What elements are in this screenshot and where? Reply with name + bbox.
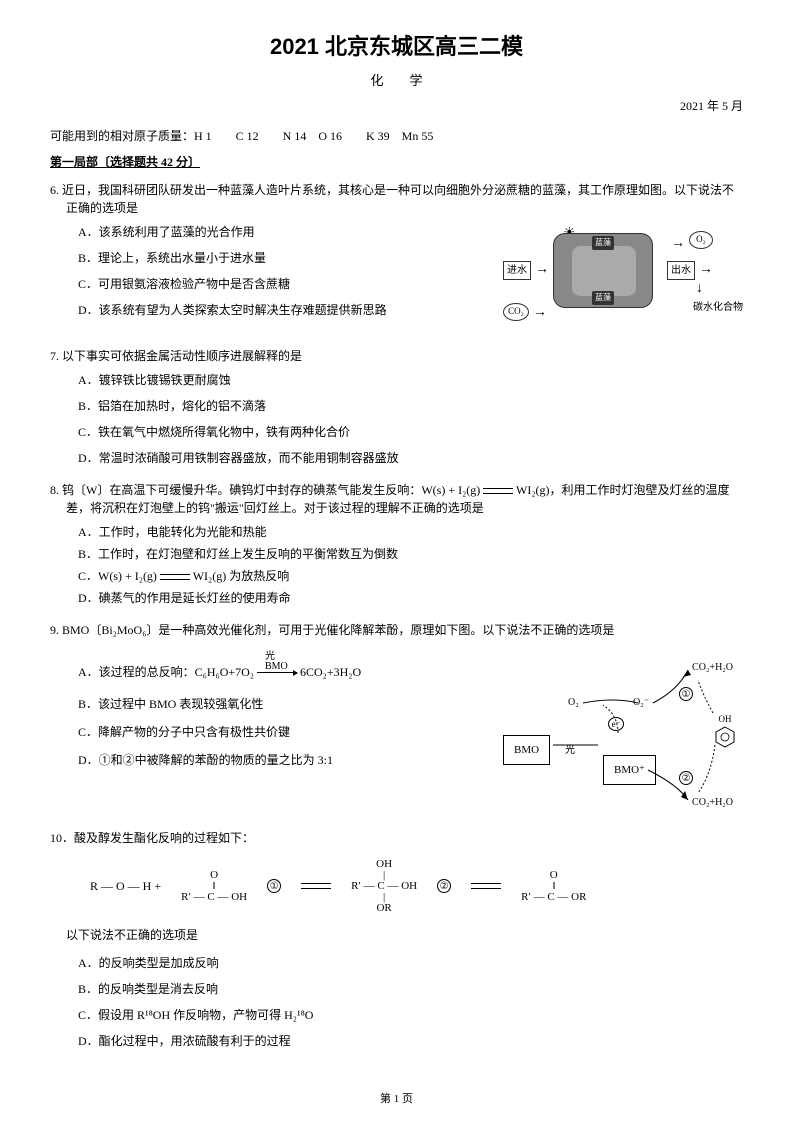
o2minus-label: O₂⁻: [633, 695, 649, 710]
q9-stem: 9. BMO〔Bi₂MoO₆〕是一种高效光催化剂，可用于光催化降解苯酚，原理如下…: [50, 621, 743, 639]
q6-stem: 6. 近日，我国科研团队研发出一种蓝藻人造叶片系统，其核心是一种可以向细胞外分泌…: [50, 181, 743, 217]
algae-label-bottom: 蓝藻: [592, 291, 614, 305]
q9-a-suffix: 6CO₂+3H₂O: [300, 665, 361, 679]
circle-1: ①: [679, 687, 693, 701]
struct-1: O ‖ R′ — C — OH: [181, 870, 247, 903]
equilib-icon: [301, 881, 331, 891]
equilib-icon: [471, 881, 501, 891]
o2-label: O₂: [568, 695, 579, 710]
q10-option-c: C．假设用 R¹⁸OH 作反响物，产物可得 H₂¹⁸O: [78, 1006, 743, 1024]
co2-bubble: CO₂: [503, 303, 529, 321]
subject: 化 学: [50, 71, 743, 91]
arrow-in: →: [535, 259, 549, 280]
exam-date: 2021 年 5 月: [50, 97, 743, 115]
q7-option-c: C．铁在氧气中燃烧所得氧化物中，铁有两种化合价: [78, 423, 743, 441]
circle-2: ②: [679, 771, 693, 785]
q6-diagram: ☀ 蓝藻 蓝藻 进水 → 出水 → O₂ CO₂ → 碳水化合物 ↓ →: [493, 223, 743, 333]
q6-option-c: C．可用银氨溶液检验产物中是否含蔗糖: [78, 275, 483, 293]
step-1: ①: [267, 879, 281, 893]
question-9: 9. BMO〔Bi₂MoO₆〕是一种高效光催化剂，可用于光催化降解苯酚，原理如下…: [50, 621, 743, 815]
question-10: 10．酸及醇发生酯化反响的过程如下： R — O — H + O ‖ R′ — …: [50, 829, 743, 1050]
q8-stem-prefix: 8. 钨〔W〕在高温下可缓慢升华。碘钨灯中封存的碘蒸气能发生反响：W(s) + …: [50, 483, 483, 497]
q7-option-b: B．铝箔在加热时，熔化的铝不滴落: [78, 397, 743, 415]
q10-diagram: R — O — H + O ‖ R′ — C — OH ① OH | R′ — …: [90, 859, 743, 914]
bmo-box: BMO: [503, 735, 550, 766]
q8-option-b: B．工作时，在灯泡壁和灯丝上发生反响的平衡常数互为倒数: [78, 545, 743, 563]
struct-2: OH | R′ — C — OH | OR: [351, 859, 417, 914]
co2h2o-2: CO₂+H₂O: [692, 795, 733, 810]
page-footer: 第 1 页: [0, 1091, 793, 1108]
q9-diagram: BMO BMO⁺ 光 e⁻ O₂ O₂⁻ CO₂+H₂O CO₂+H₂O ① ②…: [503, 645, 743, 815]
atomic-masses: 可能用到的相对原子质量：H 1 C 12 N 14 O 16 K 39 Mn 5…: [50, 127, 743, 145]
electron-label: e⁻: [608, 717, 624, 731]
algae-label-top: 蓝藻: [592, 236, 614, 250]
arrow-co2: →: [533, 302, 547, 323]
co2h2o-1: CO₂+H₂O: [692, 660, 733, 675]
arrow-carb: ↓: [696, 278, 703, 299]
q7-option-d: D．常温时浓硝酸可用铁制容器盛放，而不能用铜制容器盛放: [78, 449, 743, 467]
q10-option-a: A．的反响类型是加成反响: [78, 954, 743, 972]
equilib-icon: [483, 486, 513, 496]
q8-option-c: C．W(s) + I₂(g) WI₂(g) 为放热反响: [78, 567, 743, 585]
reaction-arrow: 光 BMO: [257, 672, 297, 673]
q6-option-a: A．该系统利用了蓝藻的光合作用: [78, 223, 483, 241]
q7-stem: 7. 以下事实可依据金属活动性顺序进展解释的是: [50, 347, 743, 365]
q6-option-b: B．理论上，系统出水量小于进水量: [78, 249, 483, 267]
q7-option-a: A．镀锌铁比镀锡铁更耐腐蚀: [78, 371, 743, 389]
bmo-plus-box: BMO⁺: [603, 755, 656, 786]
q9-a-prefix: A．该过程的总反响：C₆H₆O+7O₂: [78, 665, 257, 679]
question-7: 7. 以下事实可依据金属活动性顺序进展解释的是 A．镀锌铁比镀锡铁更耐腐蚀 B．…: [50, 347, 743, 467]
exam-title: 2021 北京东城区高三二模: [50, 30, 743, 63]
equilib-icon: [160, 572, 190, 582]
q10-option-b: B．的反响类型是消去反响: [78, 980, 743, 998]
q8-option-a: A．工作时，电能转化为光能和热能: [78, 523, 743, 541]
q8-option-d: D．碘蒸气的作用是延长灯丝的使用寿命: [78, 589, 743, 607]
question-8: 8. 钨〔W〕在高温下可缓慢升华。碘钨灯中封存的碘蒸气能发生反响：W(s) + …: [50, 481, 743, 607]
q8-stem: 8. 钨〔W〕在高温下可缓慢升华。碘钨灯中封存的碘蒸气能发生反响：W(s) + …: [50, 481, 743, 517]
q9-option-a: A．该过程的总反响：C₆H₆O+7O₂ 光 BMO 6CO₂+3H₂O: [78, 663, 493, 681]
q10-stem: 10．酸及醇发生酯化反响的过程如下：: [50, 829, 743, 847]
q10-post: 以下说法不正确的选项是: [66, 926, 743, 944]
step-2: ②: [437, 879, 451, 893]
algae-system: 蓝藻 蓝藻: [553, 233, 653, 308]
rxn-label: BMO: [265, 659, 288, 674]
q8-c-suffix: WI₂(g) 为放热反响: [190, 569, 289, 583]
arrow-o2: →: [671, 233, 685, 254]
arrow-out: →: [699, 259, 713, 280]
q9-option-d: D．①和②中被降解的苯酚的物质的量之比为 3:1: [78, 751, 493, 769]
question-6: 6. 近日，我国科研团队研发出一种蓝藻人造叶片系统，其核心是一种可以向细胞外分泌…: [50, 181, 743, 333]
struct-3: O ‖ R′ — C — OR: [521, 870, 586, 903]
q8-c-prefix: C．W(s) + I₂(g): [78, 569, 160, 583]
phenol-structure: OH: [715, 713, 735, 749]
carb-label: 碳水化合物: [693, 300, 743, 315]
out-water-label: 出水: [667, 261, 695, 280]
r-oh: R — O — H +: [90, 877, 161, 895]
q9-option-c: C．降解产物的分子中只含有极性共价键: [78, 723, 493, 741]
q6-option-d: D．该系统有望为人类探索太空时解决生存难题提供新思路: [78, 301, 483, 319]
q9-option-b: B．该过程中 BMO 表现较强氧化性: [78, 695, 493, 713]
q10-option-d: D．酯化过程中，用浓硫酸有利于的过程: [78, 1032, 743, 1050]
section-header: 第一局部〔选择题共 42 分〕: [50, 153, 743, 171]
o2-bubble: O₂: [689, 231, 713, 249]
in-water-label: 进水: [503, 261, 531, 280]
light-label: 光: [565, 743, 575, 758]
